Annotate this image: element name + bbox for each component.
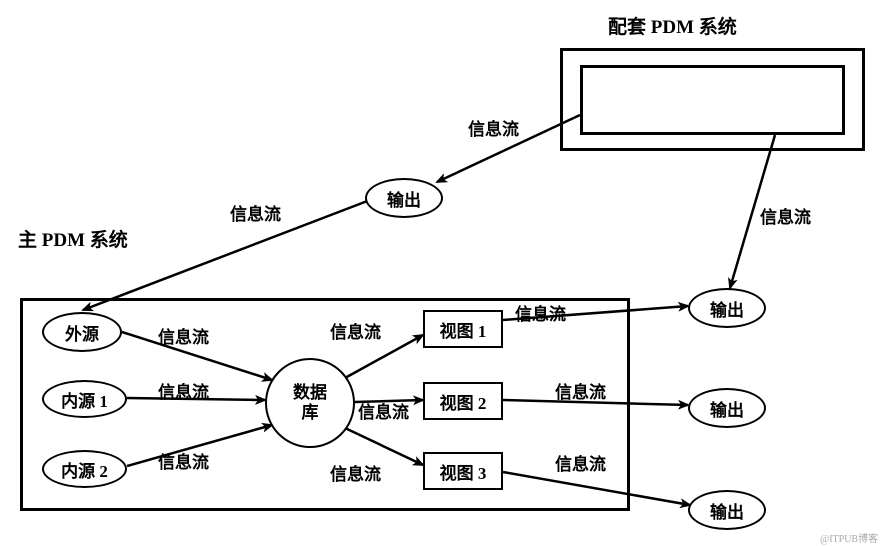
node-output-3: 输出 xyxy=(688,490,766,530)
node-output-1: 输出 xyxy=(688,288,766,328)
node-view-1: 视图 1 xyxy=(423,310,503,348)
node-ext-source: 外源 xyxy=(42,312,122,352)
aux-system-inner-box xyxy=(580,65,845,135)
edge-label: 信息流 xyxy=(358,398,409,423)
node-view-2: 视图 2 xyxy=(423,382,503,420)
node-database: 数据库 xyxy=(265,358,355,448)
edge-label: 信息流 xyxy=(555,378,606,403)
node-int-source-1: 内源 1 xyxy=(42,380,127,418)
edge-label: 信息流 xyxy=(760,203,811,228)
main-system-title: 主 PDM 系统 xyxy=(18,225,128,252)
edge-label: 信息流 xyxy=(555,450,606,475)
edge-label: 信息流 xyxy=(330,318,381,343)
edge-label: 信息流 xyxy=(330,460,381,485)
edge-label: 信息流 xyxy=(158,378,209,403)
edge-label: 信息流 xyxy=(230,200,281,225)
watermark: @ITPUB博客 xyxy=(820,530,878,545)
node-view-3: 视图 3 xyxy=(423,452,503,490)
edge-label: 信息流 xyxy=(515,300,566,325)
edge-output_top-ext_source xyxy=(83,200,370,310)
node-output-2: 输出 xyxy=(688,388,766,428)
node-int-source-2: 内源 2 xyxy=(42,450,127,488)
edge-label: 信息流 xyxy=(158,323,209,348)
edge-label: 信息流 xyxy=(158,448,209,473)
node-output-top: 输出 xyxy=(365,178,443,218)
aux-system-title: 配套 PDM 系统 xyxy=(608,12,737,39)
edge-label: 信息流 xyxy=(468,115,519,140)
